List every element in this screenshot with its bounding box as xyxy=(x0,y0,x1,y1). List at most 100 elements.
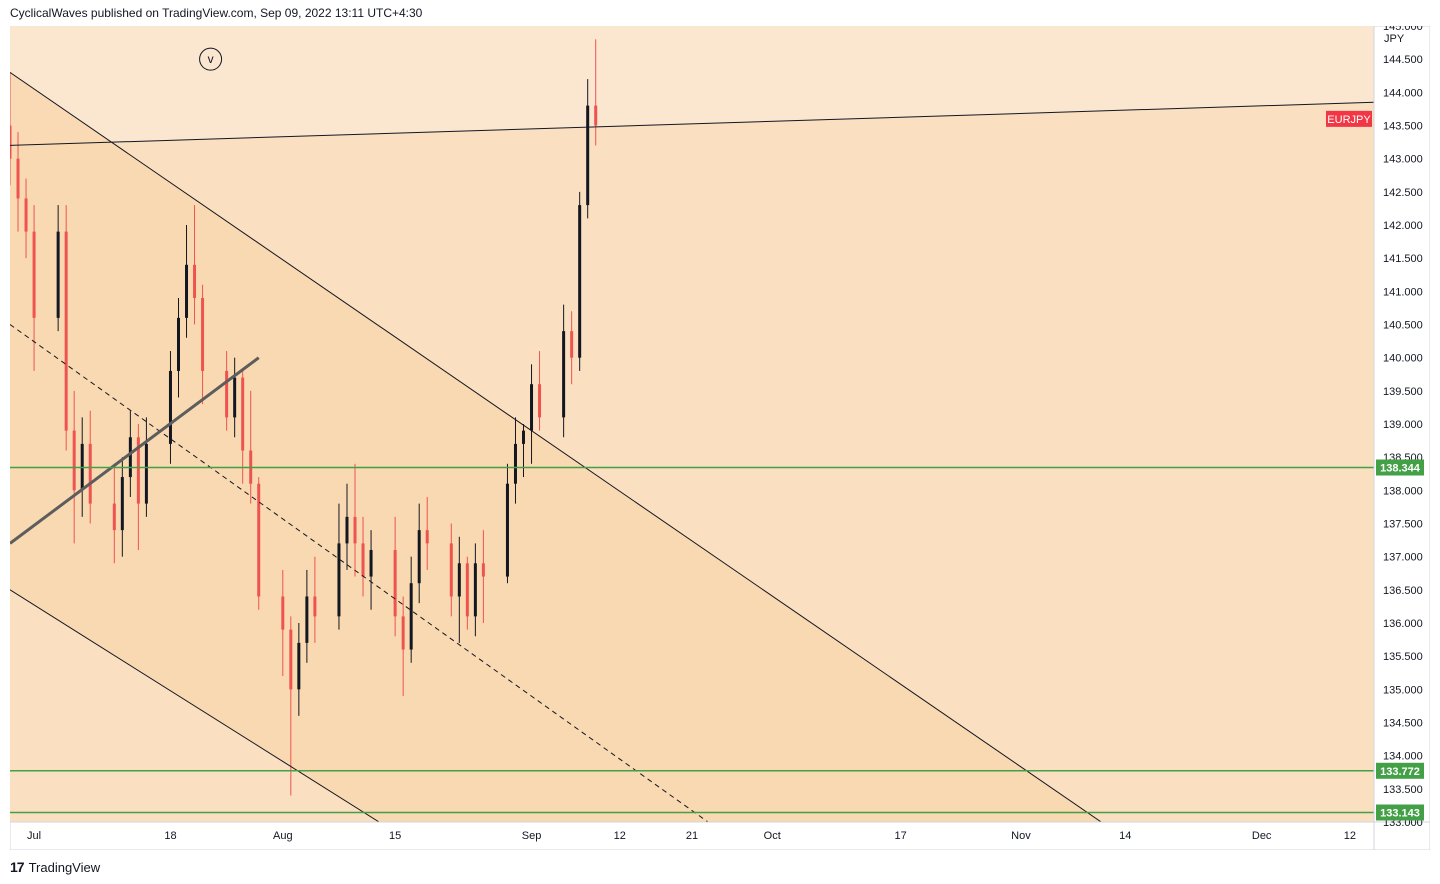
candle-body xyxy=(393,550,397,617)
candle-body xyxy=(522,430,526,444)
price-tick-label: 134.500 xyxy=(1383,718,1423,730)
overlays: 138.344 133.772 133.143 EURJPY xyxy=(1326,110,1424,821)
wave-label: v xyxy=(208,52,214,66)
candle-body xyxy=(176,317,180,371)
price-level-badge-label: 133.143 xyxy=(1380,808,1420,820)
price-tick-label: 141.000 xyxy=(1383,286,1423,298)
time-tick-label: 12 xyxy=(1344,830,1356,842)
time-tick-label: Jul xyxy=(27,830,41,842)
symbol-badge-label: EURJPY xyxy=(1327,114,1371,126)
candle-body xyxy=(257,483,261,597)
candle-body xyxy=(120,477,124,531)
price-level-badge-label: 133.772 xyxy=(1380,766,1420,778)
time-tick-label: Nov xyxy=(1011,830,1031,842)
brand-label[interactable]: TradingView xyxy=(28,859,101,875)
price-level-badge xyxy=(1376,762,1424,779)
price-tick-label: 144.000 xyxy=(1383,87,1423,99)
candle-body xyxy=(570,331,574,358)
candle-body xyxy=(313,596,317,617)
time-tick-label: 15 xyxy=(389,830,401,842)
candle-body xyxy=(136,437,140,504)
candle-body xyxy=(425,530,429,544)
price-tick-label: 141.500 xyxy=(1383,253,1423,265)
footer: 17 TradingView xyxy=(10,858,100,876)
price-tick-label: 135.000 xyxy=(1383,684,1423,696)
candle-body xyxy=(505,483,509,577)
candle-body xyxy=(578,205,582,358)
candle-body xyxy=(538,384,542,418)
candle-body xyxy=(473,563,477,617)
candle-body xyxy=(24,198,28,232)
price-tick-label: 140.500 xyxy=(1383,320,1423,332)
candle-body xyxy=(112,503,116,531)
price-tick-label: 145.000 xyxy=(1383,26,1423,33)
price-tick-label: 136.500 xyxy=(1383,585,1423,597)
plot-area: v xyxy=(10,26,1374,822)
time-tick-label: Aug xyxy=(273,830,293,842)
price-tick-label: 133.500 xyxy=(1383,784,1423,796)
time-tick-label: Sep xyxy=(522,830,542,842)
candle-body xyxy=(337,543,341,617)
price-level-badge xyxy=(1376,804,1424,821)
price-tick-label: 144.500 xyxy=(1383,54,1423,66)
price-tick-label: 135.500 xyxy=(1383,651,1423,663)
candle-body xyxy=(233,377,237,418)
rising-resistance-line xyxy=(10,101,1374,146)
descending-channel-mid xyxy=(10,324,709,822)
candle-body xyxy=(417,530,421,584)
tradingview-logo-icon[interactable]: 17 xyxy=(10,859,25,875)
resistance-zone-fill xyxy=(10,102,1374,822)
price-tick-label: 137.500 xyxy=(1383,519,1423,531)
price-chart[interactable]: v 133.000133.500134.000134.500135.000135… xyxy=(9,21,1431,851)
candle-body xyxy=(185,264,189,318)
publisher-caption: CyclicalWaves published on TradingView.c… xyxy=(10,6,423,20)
price-level-badge-label: 138.344 xyxy=(1380,463,1421,475)
price-level-badge xyxy=(1376,459,1424,476)
time-tick-label: 18 xyxy=(164,830,176,842)
time-tick-label: 21 xyxy=(686,830,698,842)
price-tick-label: 142.000 xyxy=(1383,220,1423,232)
candle-body xyxy=(128,437,132,478)
candle-body xyxy=(144,443,148,504)
candle-body xyxy=(297,642,301,690)
candle-body xyxy=(361,543,365,577)
time-tick-label: 14 xyxy=(1119,830,1131,842)
candle-body xyxy=(586,105,590,206)
candle-body xyxy=(168,370,172,444)
symbol-badge xyxy=(1326,110,1372,127)
price-tick-label: 140.000 xyxy=(1383,353,1423,365)
chart-frame[interactable]: v 133.000 133.500 134.000 134.500 135.000 135… xyxy=(9,21,1431,851)
candle-body xyxy=(72,430,76,491)
candle-body xyxy=(345,516,349,544)
time-tick-label: 12 xyxy=(614,830,626,842)
candle-body xyxy=(457,563,461,597)
candle-body xyxy=(16,158,20,199)
time-axis: Jul 18 Aug 15 Sep 12 21 Oct 17 Nov 14 Dec 12 xyxy=(27,830,1356,842)
price-tick-label: 143.500 xyxy=(1383,121,1423,133)
price-tick-label: 138.000 xyxy=(1383,485,1423,497)
time-tick-label: Oct xyxy=(764,830,781,842)
candle-body xyxy=(465,563,469,617)
time-tick-label: 17 xyxy=(894,830,906,842)
candle-body xyxy=(305,596,309,643)
time-tick-label: Dec xyxy=(1252,830,1272,842)
descending-channel-upper xyxy=(10,72,1102,822)
broken-support-line xyxy=(10,356,260,545)
price-tick-label: 143.000 xyxy=(1383,154,1423,166)
price-tick-label: 142.500 xyxy=(1383,187,1423,199)
price-tick-label: 139.500 xyxy=(1383,386,1423,398)
candle-body xyxy=(481,563,485,577)
price-tick-label: 134.000 xyxy=(1383,751,1423,763)
candle-body xyxy=(353,516,357,544)
candle-body xyxy=(88,443,92,504)
candle-body xyxy=(32,231,36,318)
candle-body xyxy=(225,370,229,418)
candle-body xyxy=(530,384,534,431)
candle-body xyxy=(369,550,373,577)
price-tick-label: 137.000 xyxy=(1383,552,1423,564)
candle-body xyxy=(594,105,598,126)
candle-body xyxy=(64,231,68,431)
price-tick-label: 139.000 xyxy=(1383,419,1423,431)
candle-body xyxy=(241,377,245,451)
candle-body xyxy=(201,297,205,371)
